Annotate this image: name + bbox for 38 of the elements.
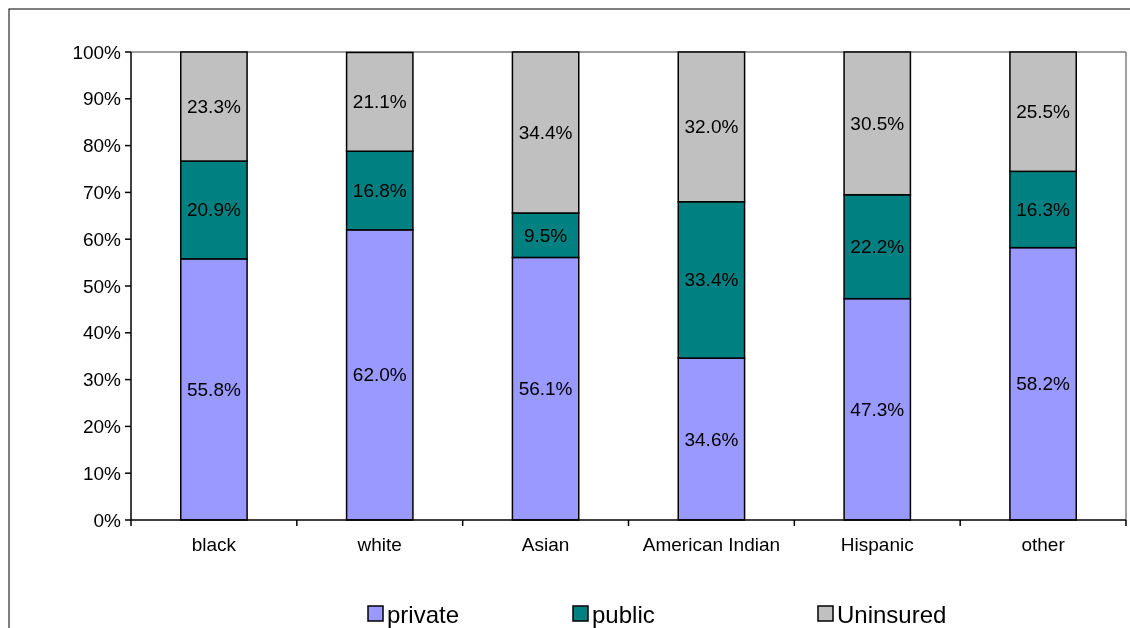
- x-tick-label: black: [191, 534, 237, 555]
- y-tick-label: 30%: [82, 369, 122, 391]
- legend-label: private: [387, 600, 460, 628]
- data-label: 9.5%: [523, 224, 568, 246]
- data-label: 55.8%: [186, 378, 241, 400]
- y-tick-label: 20%: [82, 415, 122, 437]
- data-label: 34.6%: [684, 428, 739, 450]
- data-label: 34.4%: [518, 122, 573, 143]
- data-label: 47.3%: [850, 398, 905, 420]
- data-label: 25.5%: [1016, 101, 1071, 123]
- data-label: 23.3%: [186, 96, 241, 118]
- y-tick-label: 60%: [82, 228, 122, 250]
- data-label: 62.0%: [352, 364, 407, 386]
- legend-label: Uninsured: [837, 600, 947, 628]
- data-label: 22.2%: [850, 236, 905, 258]
- x-tick-label: Asian: [521, 534, 570, 555]
- y-tick-label: 0%: [93, 509, 122, 531]
- y-tick-label: 50%: [82, 275, 122, 297]
- x-tick-label: American Indian: [642, 534, 781, 555]
- data-label: 30.5%: [850, 112, 905, 134]
- data-label: 20.9%: [186, 199, 241, 221]
- y-tick-label: 80%: [82, 135, 122, 157]
- x-tick-label: white: [356, 534, 402, 555]
- data-label: 16.8%: [352, 180, 407, 202]
- y-tick-label: 90%: [82, 88, 122, 110]
- y-tick-label: 100%: [72, 41, 122, 63]
- data-label: 21.1%: [352, 91, 407, 113]
- data-label: 16.3%: [1016, 198, 1071, 220]
- data-label: 32.0%: [684, 116, 739, 138]
- data-label: 56.1%: [518, 378, 573, 400]
- y-tick-label: 70%: [82, 181, 122, 203]
- legend-label: public: [592, 600, 655, 628]
- x-tick-label: Hispanic: [840, 534, 914, 555]
- y-tick-label: 10%: [82, 462, 122, 484]
- x-tick-label: other: [1021, 534, 1066, 555]
- data-label: 58.2%: [1016, 373, 1071, 395]
- y-tick-label: 40%: [82, 322, 122, 344]
- data-label: 33.4%: [684, 269, 739, 291]
